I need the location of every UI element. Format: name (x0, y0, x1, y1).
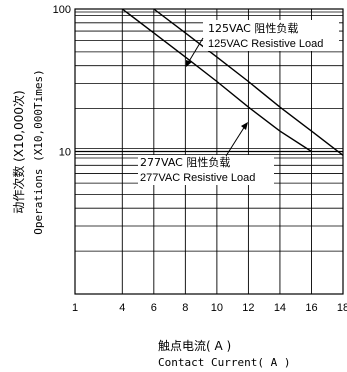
x-axis-title-cn: 触点电流( A ) (158, 339, 231, 353)
plot-frame (74, 8, 344, 295)
leader-125vac (187, 37, 204, 64)
x-tick-label-5: 12 (242, 302, 254, 314)
x-tick-label-8: 18 (337, 302, 347, 314)
x-tick-label-1: 4 (119, 302, 125, 314)
leader-277vac (225, 125, 246, 157)
x-axis-title-en: Contact Current( A ) (158, 356, 290, 369)
y-tick-label-0: 100 (53, 4, 71, 16)
legend-277vac-en: 277VAC Resistive Load (140, 172, 255, 184)
series-line-0 (153, 8, 344, 156)
curves (121, 8, 344, 156)
series-line-1 (121, 8, 312, 153)
y-axis-title-en: Operations (X10,000Times) (32, 69, 45, 235)
legend-125vac-cn: 125VAC 阻性负载 (208, 21, 298, 35)
x-tick-label-4: 10 (211, 302, 223, 314)
x-tick-label-7: 16 (305, 302, 317, 314)
x-tick-label-0: 1 (72, 302, 78, 314)
y-axis-title-cn: 动作次数 (X10,000次) (11, 90, 26, 213)
arrowhead-277vac (241, 122, 248, 130)
leader-arrows (186, 37, 248, 157)
legend-277vac-cn: 277VAC 阻性负载 (140, 155, 230, 169)
legend-125vac-en: 125VAC Resistive Load (208, 38, 323, 50)
arrowhead-125vac (186, 60, 192, 67)
legend-277vac: 277VAC 阻性负载 277VAC Resistive Load (138, 155, 274, 185)
x-tick-label-2: 6 (151, 302, 157, 314)
x-tick-label-3: 8 (182, 302, 188, 314)
x-tick-label-6: 14 (274, 302, 286, 314)
y-tick-label-1: 10 (59, 147, 71, 159)
legend-125vac: 125VAC 阻性负载 125VAC Resistive Load (203, 20, 339, 51)
